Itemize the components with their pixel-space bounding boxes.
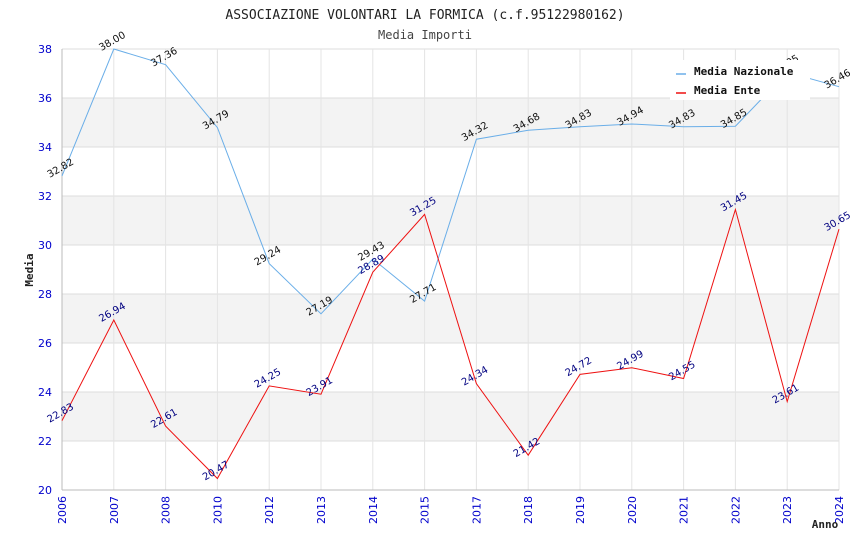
y-axis-label: Media — [23, 253, 36, 286]
legend-label-media-nazionale: Media Nazionale — [694, 65, 794, 78]
y-tick-label: 38 — [38, 43, 52, 56]
x-tick-label: 2019 — [574, 496, 587, 524]
y-tick-label: 30 — [38, 239, 52, 252]
x-tick-label: 2015 — [419, 496, 432, 524]
data-label-media-nazionale: 32.82 — [46, 157, 76, 181]
x-tick-label: 2018 — [522, 496, 535, 524]
x-axis-label: Anno — [812, 518, 839, 531]
y-tick-label: 26 — [38, 337, 52, 350]
grid-bands — [62, 98, 839, 441]
x-tick-label: 2022 — [729, 496, 742, 524]
legend-label-media-ente: Media Ente — [694, 84, 761, 97]
y-tick-label: 32 — [38, 190, 52, 203]
grid-band — [62, 392, 839, 441]
legend-box — [670, 60, 810, 100]
x-tick-label: 2013 — [315, 496, 328, 524]
x-tick-label: 2007 — [108, 496, 121, 524]
data-label-media-ente: 24.55 — [667, 359, 697, 383]
data-label-media-ente: 20.47 — [201, 459, 231, 483]
axes — [61, 49, 839, 491]
grid-band — [62, 98, 839, 147]
x-tick-labels: 2006 2007 2008 2010 2012 2013 2014 2015 2017 2018… — [56, 496, 846, 524]
data-label-media-ente: 24.34 — [460, 365, 490, 389]
data-label-media-nazionale: 36.46 — [823, 68, 850, 92]
x-tick-label: 2017 — [470, 496, 483, 524]
series-line-media-ente — [61, 207, 840, 480]
x-tick-label: 2008 — [160, 496, 173, 524]
y-tick-label: 20 — [38, 484, 52, 497]
grid-band — [62, 294, 839, 343]
x-tick-label: 2024 — [833, 496, 846, 524]
data-label-media-nazionale: 38.00 — [97, 30, 127, 54]
y-tick-label: 34 — [38, 141, 52, 154]
data-label-media-ente: 24.99 — [615, 349, 645, 373]
data-label-media-nazionale: 29.24 — [253, 245, 283, 269]
y-tick-labels: 20 22 24 26 28 30 32 34 36 38 — [38, 43, 52, 497]
x-tick-label: 2014 — [367, 496, 380, 524]
x-tick-label: 2010 — [211, 496, 224, 524]
chart-title: ASSOCIAZIONE VOLONTARI LA FORMICA (c.f.9… — [225, 8, 624, 23]
x-tick-label: 2012 — [263, 496, 276, 524]
y-tick-label: 28 — [38, 288, 52, 301]
y-tick-label: 24 — [38, 386, 52, 399]
x-tick-label: 2006 — [56, 496, 69, 524]
x-tick-label: 2020 — [626, 496, 639, 524]
y-tick-label: 36 — [38, 92, 52, 105]
chart-subtitle: Media Importi — [378, 28, 472, 42]
x-tick-label: 2023 — [781, 496, 794, 524]
series-line-media-nazionale — [61, 48, 840, 315]
y-tick-label: 22 — [38, 435, 52, 448]
legend: Media Nazionale Media Ente — [670, 60, 810, 100]
series-lines — [61, 48, 840, 480]
x-tick-label: 2021 — [678, 496, 691, 524]
